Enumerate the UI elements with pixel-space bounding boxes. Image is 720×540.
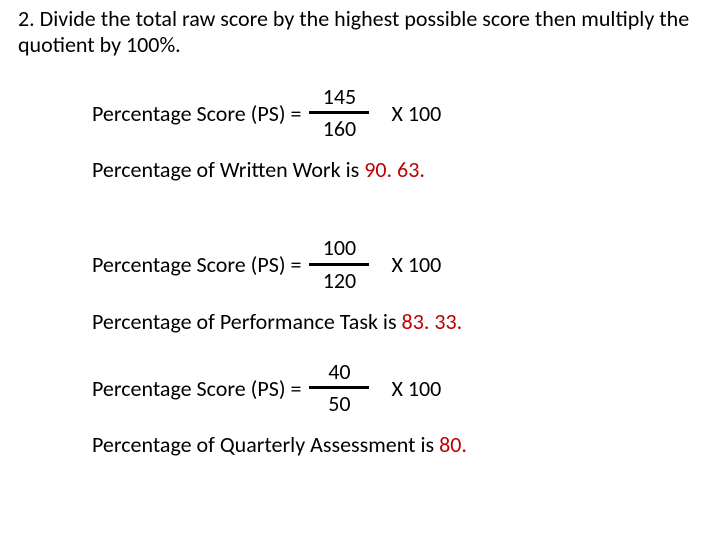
instruction-text: 2. Divide the total raw score by the hig… — [18, 6, 702, 59]
result-prefix: Percentage of Written Work is — [92, 156, 364, 183]
denominator: 120 — [323, 268, 356, 294]
result-value: 80. — [439, 431, 467, 458]
result-value: 90. 63. — [364, 156, 425, 183]
fraction-bar — [309, 111, 369, 114]
fraction: 145 160 — [303, 84, 375, 143]
multiplier: X 100 — [391, 100, 441, 127]
ps-label: Percentage Score (PS) = — [92, 375, 301, 402]
ps-label: Percentage Score (PS) = — [92, 251, 301, 278]
denominator: 50 — [328, 391, 350, 417]
result-line: Percentage of Quarterly Assessment is 80… — [92, 431, 652, 469]
result-value: 83. 33. — [402, 308, 463, 335]
result-prefix: Percentage of Quarterly Assessment is — [92, 431, 439, 458]
fraction-bar — [309, 263, 369, 266]
multiplier: X 100 — [391, 251, 441, 278]
numerator: 40 — [328, 359, 350, 385]
ps-label: Percentage Score (PS) = — [92, 100, 301, 127]
result-prefix: Percentage of Performance Task is — [92, 308, 402, 335]
result-line: Percentage of Performance Task is 83. 33… — [92, 308, 652, 346]
formula-row: Percentage Score (PS) = 40 50 X 100 — [92, 345, 652, 431]
formula-row: Percentage Score (PS) = 100 120 X 100 — [92, 222, 652, 308]
result-line: Percentage of Written Work is 90. 63. — [92, 156, 652, 194]
denominator: 160 — [323, 116, 356, 142]
numerator: 145 — [323, 84, 356, 110]
multiplier: X 100 — [391, 375, 441, 402]
spacer — [92, 194, 652, 222]
formula-row: Percentage Score (PS) = 145 160 X 100 — [92, 70, 652, 156]
fraction: 100 120 — [303, 235, 375, 294]
fraction-bar — [309, 386, 369, 389]
content-block: Percentage Score (PS) = 145 160 X 100 Pe… — [92, 70, 652, 469]
numerator: 100 — [323, 235, 356, 261]
fraction: 40 50 — [303, 359, 375, 418]
